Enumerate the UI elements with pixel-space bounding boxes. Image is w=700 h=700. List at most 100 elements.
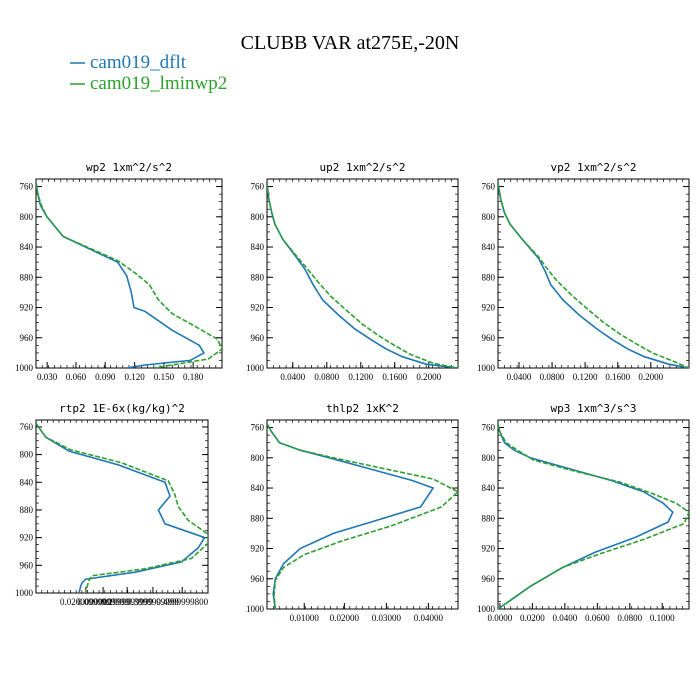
legend-item: cam019_lminwp2 <box>70 73 227 94</box>
panel-frame <box>497 419 690 610</box>
y-tick-label: 800 <box>20 212 34 222</box>
chart-panels: wp2 1xm^2/s^276080084088092096010000.030… <box>15 161 690 623</box>
series-line-cam019-lminwp2 <box>36 182 222 368</box>
minor-ticks <box>267 179 458 368</box>
y-tick-label: 760 <box>482 182 496 192</box>
x-tick-label: 0.0800 <box>540 372 565 382</box>
y-tick-label: 760 <box>251 423 265 433</box>
x-tick-label: 0.0600 <box>585 613 610 623</box>
y-tick-label: 920 <box>482 544 496 554</box>
y-tick-label: 960 <box>251 333 265 343</box>
x-tick-label: 0.1000 <box>650 613 675 623</box>
y-tick-label: 880 <box>20 272 34 282</box>
series-line-cam019-lminwp2 <box>498 423 689 609</box>
y-tick-label: 760 <box>20 182 34 192</box>
x-tick-label: 0.01000 <box>290 613 320 623</box>
x-tick-label: 0.150 <box>154 372 175 382</box>
x-tick-label: 0.0800 <box>617 613 642 623</box>
legend-label: cam019_dflt <box>90 52 187 73</box>
x-tick-label: 0.120 <box>124 372 145 382</box>
y-tick-label: 760 <box>251 182 265 192</box>
x-tick-label: 0.1600 <box>605 372 630 382</box>
y-tick-label: 1000 <box>15 363 34 373</box>
y-tick-label: 920 <box>251 544 265 554</box>
y-tick-label: 880 <box>251 513 265 523</box>
y-tick-label: 920 <box>20 533 34 543</box>
series-line-cam019-lminwp2 <box>267 182 458 368</box>
x-tick-label: 0.1200 <box>573 372 598 382</box>
figure-title: CLUBB VAR at275E,-20N <box>241 32 460 54</box>
chart-panel: rtp2 1E-6x(kg/kg)^2 760 800 840 880 920 960 100… <box>15 402 209 607</box>
panel-title: up2 1xm^2/s^2 <box>319 161 405 174</box>
y-tick-label: 760 <box>20 422 34 432</box>
series-line-cam019-dflt <box>267 182 458 368</box>
x-tick-label: 0.0400 <box>280 372 305 382</box>
x-tick-label: 0.2000 <box>416 372 441 382</box>
y-tick-label: 800 <box>482 212 496 222</box>
chart-panel: vp2 1xm^2/s^2 760 800 840 880 920 960 1000 0.040… <box>477 161 690 382</box>
y-tick-label: 800 <box>251 453 265 463</box>
x-tick-label: 0.03000 <box>372 613 402 623</box>
y-tick-label: 840 <box>251 242 265 252</box>
series-line-cam019-dflt <box>36 182 206 368</box>
y-tick-label: 800 <box>20 450 34 460</box>
y-tick-label: 840 <box>482 483 496 493</box>
x-tick-label: 0.0999999999 <box>77 597 129 607</box>
x-tick-label: 0.0400 <box>507 372 532 382</box>
x-tick-label: 0.1600 <box>382 372 407 382</box>
y-tick-label: 800 <box>251 212 265 222</box>
x-tick-label: 0.2999999999 <box>101 597 153 607</box>
minor-ticks <box>498 420 689 609</box>
y-tick-label: 1000 <box>15 588 34 598</box>
x-tick-label: 0.0200000000 <box>60 597 112 607</box>
x-tick-label: 0.0200 <box>520 613 545 623</box>
y-tick-label: 760 <box>482 423 496 433</box>
x-tick-label: 0.02000 <box>330 613 360 623</box>
series-line-cam019-dflt <box>498 182 689 368</box>
x-tick-label: 0.2000 <box>638 372 663 382</box>
x-tick-label: 0.030 <box>37 372 58 382</box>
y-tick-label: 1000 <box>477 604 496 614</box>
series-line-cam019-lminwp2 <box>36 423 208 593</box>
y-tick-label: 920 <box>482 303 496 313</box>
series-line-cam019-lminwp2 <box>498 182 689 368</box>
legend-item: cam019_dflt <box>70 52 187 73</box>
y-tick-label: 960 <box>251 574 265 584</box>
y-tick-label: 880 <box>251 272 265 282</box>
x-tick-label: 0.060 <box>66 372 87 382</box>
legend-label: cam019_lminwp2 <box>90 73 227 94</box>
y-tick-label: 840 <box>251 483 265 493</box>
series-line-cam019-dflt <box>267 423 435 609</box>
y-tick-label: 840 <box>20 242 34 252</box>
minor-ticks <box>498 179 689 368</box>
panel-title: rtp2 1E-6x(kg/kg)^2 <box>59 402 185 415</box>
chart-panel: wp2 1xm^2/s^2 760 800 840 880 920 960 10000.030… <box>15 161 223 382</box>
panel-title: wp3 1xm^3/s^3 <box>550 402 636 415</box>
y-tick-label: 880 <box>20 505 34 515</box>
panel-frame <box>497 178 690 369</box>
panel-frame <box>35 178 223 369</box>
series-line-cam019-lminwp2 <box>267 423 458 609</box>
y-tick-label: 1000 <box>246 363 265 373</box>
x-tick-label: 0.090 <box>95 372 116 382</box>
x-tick-label: 0.180 <box>183 372 204 382</box>
x-tick-label: 0.3999999999 <box>127 597 179 607</box>
y-tick-label: 800 <box>482 453 496 463</box>
y-tick-label: 1000 <box>246 604 265 614</box>
y-tick-label: 920 <box>251 303 265 313</box>
panel-title: thlp2 1xK^2 <box>326 402 399 415</box>
x-tick-label: 0.0000 <box>488 613 513 623</box>
y-tick-label: 960 <box>20 333 34 343</box>
panel-frame <box>266 178 459 369</box>
y-tick-label: 880 <box>482 513 496 523</box>
chart-panel: thlp2 1xK^2 760 800 840 880 920 960 1000 0.01000… <box>246 402 459 623</box>
minor-ticks <box>36 179 222 368</box>
y-tick-label: 880 <box>482 272 496 282</box>
series-line-cam019-dflt <box>36 423 206 593</box>
x-tick-label: 0.4999999800 <box>156 597 208 607</box>
y-tick-label: 840 <box>482 242 496 252</box>
panel-title: vp2 1xm^2/s^2 <box>550 161 636 174</box>
series-line-cam019-dflt <box>498 423 674 609</box>
